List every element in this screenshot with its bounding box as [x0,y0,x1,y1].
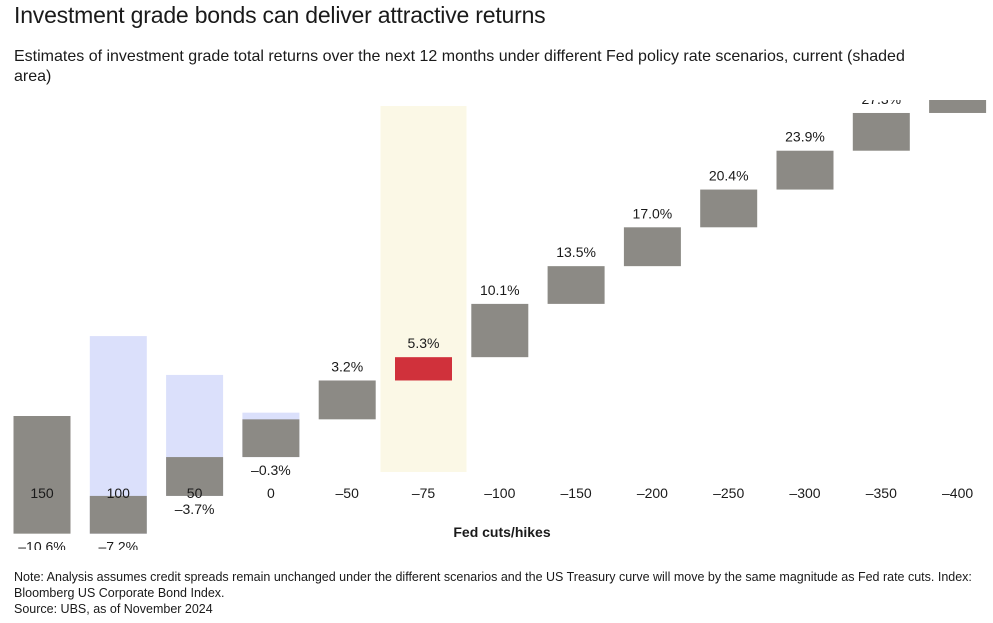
value-label-250neg: 20.4% [709,168,749,184]
value-label-layer: –10.6% –7.2% –3.7% –0.3% 3.2% 5.3% 10.1% 13.5% 1… [18,100,901,550]
value-label-50neg: 3.2% [331,358,363,374]
bar-50 [166,457,224,496]
chart-title: Investment grade bonds can deliver attra… [14,2,546,28]
bar-250neg [700,189,758,228]
value-label-350neg: 27.3% [861,100,901,107]
bar-100 [89,495,147,534]
x-tick-75neg: –75 [412,485,436,501]
value-label-150: –10.6% [18,539,65,550]
x-axis-label: Fed cuts/hikes [453,524,550,540]
value-label-200neg: 17.0% [633,205,673,221]
x-tick-50: 50 [187,485,203,501]
value-label-75neg: 5.3% [408,335,440,351]
bar-current-scenario [395,357,452,381]
value-label-150neg: 13.5% [556,244,596,260]
x-tick-0: 0 [267,485,275,501]
x-tick-layer: 150 100 50 0 –50 –75 –100 –150 –200 –250 –300 –350 –… [30,485,973,501]
bar-layer [13,100,987,534]
footnote: Note: Analysis assumes credit spreads re… [14,569,984,617]
value-label-300neg: 23.9% [785,129,825,145]
x-tick-400neg: –400 [942,485,973,501]
footnote-source: Source: UBS, as of November 2024 [14,602,213,616]
x-tick-100neg: –100 [484,485,515,501]
bar-0 [242,419,300,458]
x-tick-100: 100 [107,485,131,501]
shade-layer [380,106,467,472]
bar-150neg [547,266,605,304]
x-tick-250neg: –250 [713,485,744,501]
x-tick-50neg: –50 [336,485,360,501]
x-tick-350neg: –350 [866,485,897,501]
footnote-note: Note: Analysis assumes credit spreads re… [14,570,972,600]
value-label-50: –3.7% [175,501,215,517]
x-tick-150neg: –150 [561,485,592,501]
bar-400neg [929,100,987,113]
x-tick-150: 150 [30,485,54,501]
waterfall-chart: –10.6% –7.2% –3.7% –0.3% 3.2% 5.3% 10.1% 13.5% 1… [13,100,987,550]
bar-350neg [852,112,910,151]
value-label-0: –0.3% [251,462,291,478]
current-scenario-shade [380,106,467,472]
value-label-100neg: 10.1% [480,282,520,298]
bar-300neg [776,150,834,190]
bar-50neg [318,380,376,420]
bar-200neg [623,227,681,267]
chart-subtitle: Estimates of investment grade total retu… [14,48,905,85]
bar-150 [13,416,71,534]
x-tick-300neg: –300 [789,485,820,501]
bar-100neg [471,303,529,358]
value-label-100: –7.2% [98,539,138,550]
x-tick-200neg: –200 [637,485,668,501]
